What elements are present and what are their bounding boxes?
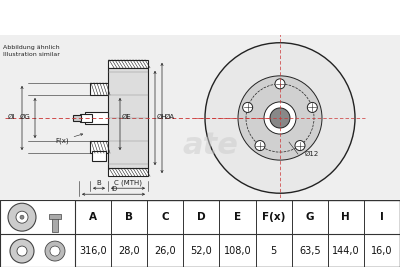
Circle shape (10, 239, 34, 263)
Bar (49, 214, 61, 219)
Circle shape (50, 246, 60, 256)
Text: 108,0: 108,0 (224, 246, 251, 256)
Bar (108, 168, 148, 176)
Text: 5: 5 (270, 246, 277, 256)
Text: 144,0: 144,0 (332, 246, 360, 256)
Text: 16,0: 16,0 (371, 246, 393, 256)
Text: F(x): F(x) (55, 134, 83, 144)
Text: C (MTH): C (MTH) (114, 180, 142, 186)
Circle shape (45, 241, 65, 261)
Text: I: I (380, 212, 384, 222)
Text: 26,0: 26,0 (154, 246, 176, 256)
Bar (108, 60, 148, 68)
Bar (90, 141, 108, 153)
Text: Abbildung ähnlich: Abbildung ähnlich (3, 45, 60, 50)
Circle shape (205, 43, 355, 193)
Circle shape (243, 103, 253, 112)
Bar (90, 83, 108, 95)
Bar (85, 112, 108, 124)
Text: 24.0328-0162.1: 24.0328-0162.1 (72, 8, 232, 26)
Text: ate: ate (182, 131, 238, 160)
Text: B: B (97, 180, 101, 186)
Text: 63,5: 63,5 (299, 246, 320, 256)
Text: B: B (125, 212, 133, 222)
Text: C: C (162, 212, 169, 222)
Text: E: E (234, 212, 241, 222)
Circle shape (307, 103, 317, 112)
Text: ØG: ØG (20, 114, 31, 120)
Text: 52,0: 52,0 (190, 246, 212, 256)
Text: 316,0: 316,0 (79, 246, 107, 256)
Text: A: A (89, 212, 97, 222)
Bar (52, 216, 58, 232)
Circle shape (238, 76, 322, 160)
Circle shape (8, 203, 36, 231)
Circle shape (255, 140, 265, 151)
Text: H: H (342, 212, 350, 222)
Text: F(x): F(x) (262, 212, 285, 222)
Circle shape (275, 79, 285, 89)
Text: Ø12: Ø12 (305, 151, 319, 157)
Text: D: D (197, 212, 206, 222)
Bar (80, 114, 92, 122)
Text: 28,0: 28,0 (118, 246, 140, 256)
Circle shape (20, 215, 24, 219)
Text: 528162: 528162 (274, 8, 350, 26)
Circle shape (270, 108, 290, 128)
Circle shape (17, 246, 27, 256)
Text: G: G (306, 212, 314, 222)
Circle shape (264, 102, 296, 134)
Circle shape (16, 211, 28, 223)
Bar (0, 200, 75, 267)
Text: ØE: ØE (122, 114, 132, 120)
Text: ØA: ØA (165, 114, 175, 120)
Text: ØH: ØH (157, 114, 168, 120)
Circle shape (295, 140, 305, 151)
Bar (73, 115, 81, 121)
Bar (108, 68, 148, 168)
Text: Illustration similar: Illustration similar (3, 52, 60, 57)
Text: D: D (111, 186, 116, 192)
Bar (92, 151, 106, 161)
Text: ØI: ØI (8, 114, 15, 120)
